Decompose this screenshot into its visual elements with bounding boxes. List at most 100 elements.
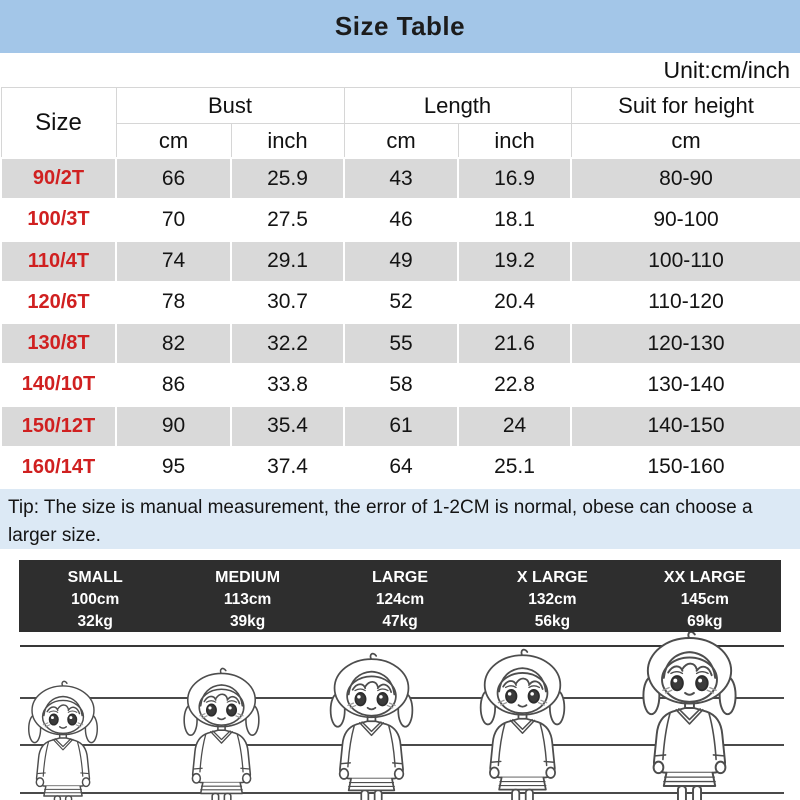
- bust-cm-cell: 86: [115, 363, 232, 407]
- bust-cm-cell: 78: [115, 280, 232, 325]
- banner-size-label: X LARGE: [516, 569, 588, 586]
- bust-inch-cell: 25.9: [230, 156, 345, 201]
- length-inch-cell: 16.9: [456, 156, 573, 201]
- banner-height-value: 132cm: [528, 591, 577, 609]
- banner-weight-value: 47kg: [382, 613, 418, 631]
- bust-cm-cell: 70: [115, 198, 232, 242]
- spacer: [0, 549, 800, 560]
- page-title: Size Table: [334, 11, 466, 41]
- height-cell: 120-130: [570, 321, 800, 366]
- size-cell: 90/2T: [0, 156, 117, 201]
- length-inch-cell: 25.1: [456, 445, 573, 490]
- height-cell: 130-140: [570, 363, 800, 407]
- unit-label: Unit:cm/inch: [663, 56, 790, 83]
- girl-illustration-small: [28, 680, 98, 800]
- banner-item-xx-large: XX LARGE 145cm 69kg: [629, 567, 781, 633]
- height-cell: 100-110: [570, 239, 800, 283]
- tip-text: Tip: The size is manual measurement, the…: [0, 489, 800, 549]
- height-line: [20, 792, 784, 794]
- size-table-header: Size Bust Length Suit for height cm inch…: [0, 87, 800, 159]
- height-line: [20, 744, 784, 746]
- length-cm-cell: 43: [343, 156, 459, 201]
- length-cm-cell: 46: [343, 198, 459, 242]
- bust-cm-cell: 82: [115, 321, 232, 366]
- banner-height-value: 100cm: [71, 591, 120, 609]
- banner-item-medium: MEDIUM 113cm 39kg: [171, 567, 323, 633]
- bust-cm-cell: 66: [115, 156, 232, 201]
- table-row: 90/2T 66 25.9 43 16.9 80-90: [0, 156, 800, 201]
- bust-inch-cell: 35.4: [230, 404, 345, 448]
- size-cell: 130/8T: [0, 321, 117, 366]
- size-cell: 140/10T: [0, 363, 117, 407]
- height-comparison-illustration: [0, 632, 800, 800]
- size-cell: 150/12T: [0, 404, 117, 448]
- header-length-cm: cm: [343, 123, 459, 159]
- size-cell: 100/3T: [0, 198, 117, 242]
- header-length-inch: inch: [457, 123, 572, 159]
- length-inch-cell: 18.1: [456, 198, 573, 242]
- length-inch-cell: 20.4: [456, 280, 573, 325]
- banner-size-label: LARGE: [372, 569, 429, 586]
- header-size: Size: [0, 87, 117, 159]
- header-suit-for-height: Suit for height: [570, 87, 800, 124]
- girl-illustration-x-large: [479, 648, 566, 800]
- header-bust: Bust: [115, 87, 345, 124]
- size-table-body: 90/2T 66 25.9 43 16.9 80-90 100/3T 70 27…: [0, 156, 800, 490]
- bust-inch-cell: 37.4: [230, 445, 345, 490]
- size-cell: 120/6T: [0, 280, 117, 325]
- banner-size-label: SMALL: [67, 569, 123, 586]
- bust-inch-cell: 30.7: [230, 280, 345, 325]
- bust-inch-cell: 29.1: [230, 239, 345, 283]
- banner-item-x-large: X LARGE 132cm 56kg: [476, 567, 628, 633]
- length-inch-cell: 21.6: [456, 321, 573, 366]
- banner-height-value: 124cm: [375, 591, 425, 609]
- height-cell: 80-90: [570, 156, 800, 201]
- table-row: 120/6T 78 30.7 52 20.4 110-120: [0, 280, 800, 325]
- header-bust-inch: inch: [230, 123, 345, 159]
- length-cm-cell: 61: [343, 404, 459, 448]
- table-row: 150/12T 90 35.4 61 24 140-150: [0, 404, 800, 448]
- banner-weight-value: 32kg: [77, 613, 113, 631]
- length-inch-cell: 22.8: [456, 363, 573, 407]
- bust-cm-cell: 90: [115, 404, 232, 448]
- banner-size-label: MEDIUM: [215, 569, 281, 586]
- height-cell: 140-150: [570, 404, 800, 448]
- banner-size-label: XX LARGE: [663, 569, 746, 586]
- table-row: 160/14T 95 37.4 64 25.1 150-160: [0, 445, 800, 490]
- header-bust-cm: cm: [115, 123, 232, 159]
- size-cell: 160/14T: [0, 445, 117, 490]
- bust-inch-cell: 33.8: [230, 363, 345, 407]
- girl-illustration-medium: [183, 667, 260, 800]
- length-cm-cell: 55: [343, 321, 459, 366]
- table-row: 110/4T 74 29.1 49 19.2 100-110: [0, 239, 800, 283]
- bust-inch-cell: 32.2: [230, 321, 345, 366]
- girl-illustration-large: [329, 652, 414, 800]
- banner-weight-value: 39kg: [229, 613, 266, 631]
- banner-item-large: LARGE 124cm 47kg: [324, 567, 476, 633]
- header-height-cm: cm: [570, 123, 800, 159]
- size-cell: 110/4T: [0, 239, 117, 283]
- length-cm-cell: 52: [343, 280, 459, 325]
- banner-height-value: 145cm: [680, 591, 729, 609]
- size-banner: SMALL 100cm 32kg MEDIUM 113cm 39kg LARGE…: [19, 560, 781, 632]
- height-cell: 90-100: [570, 198, 800, 242]
- table-row: 130/8T 82 32.2 55 21.6 120-130: [0, 321, 800, 366]
- bust-cm-cell: 74: [115, 239, 232, 283]
- length-cm-cell: 58: [343, 363, 459, 407]
- length-inch-cell: 19.2: [456, 239, 573, 283]
- header-length: Length: [343, 87, 572, 124]
- height-line: [20, 645, 784, 647]
- bust-cm-cell: 95: [115, 445, 232, 490]
- banner-weight-value: 56kg: [534, 613, 571, 631]
- table-row: 140/10T 86 33.8 58 22.8 130-140: [0, 363, 800, 407]
- banner-height-value: 113cm: [223, 591, 272, 609]
- girl-illustration-xx-large: [642, 632, 737, 800]
- banner-item-small: SMALL 100cm 32kg: [19, 567, 171, 633]
- height-cell: 150-160: [570, 445, 800, 490]
- bust-inch-cell: 27.5: [230, 198, 345, 242]
- banner-weight-value: 69kg: [687, 613, 723, 631]
- length-cm-cell: 49: [343, 239, 459, 283]
- length-cm-cell: 64: [343, 445, 459, 490]
- size-table: Size Bust Length Suit for height cm inch…: [0, 87, 800, 490]
